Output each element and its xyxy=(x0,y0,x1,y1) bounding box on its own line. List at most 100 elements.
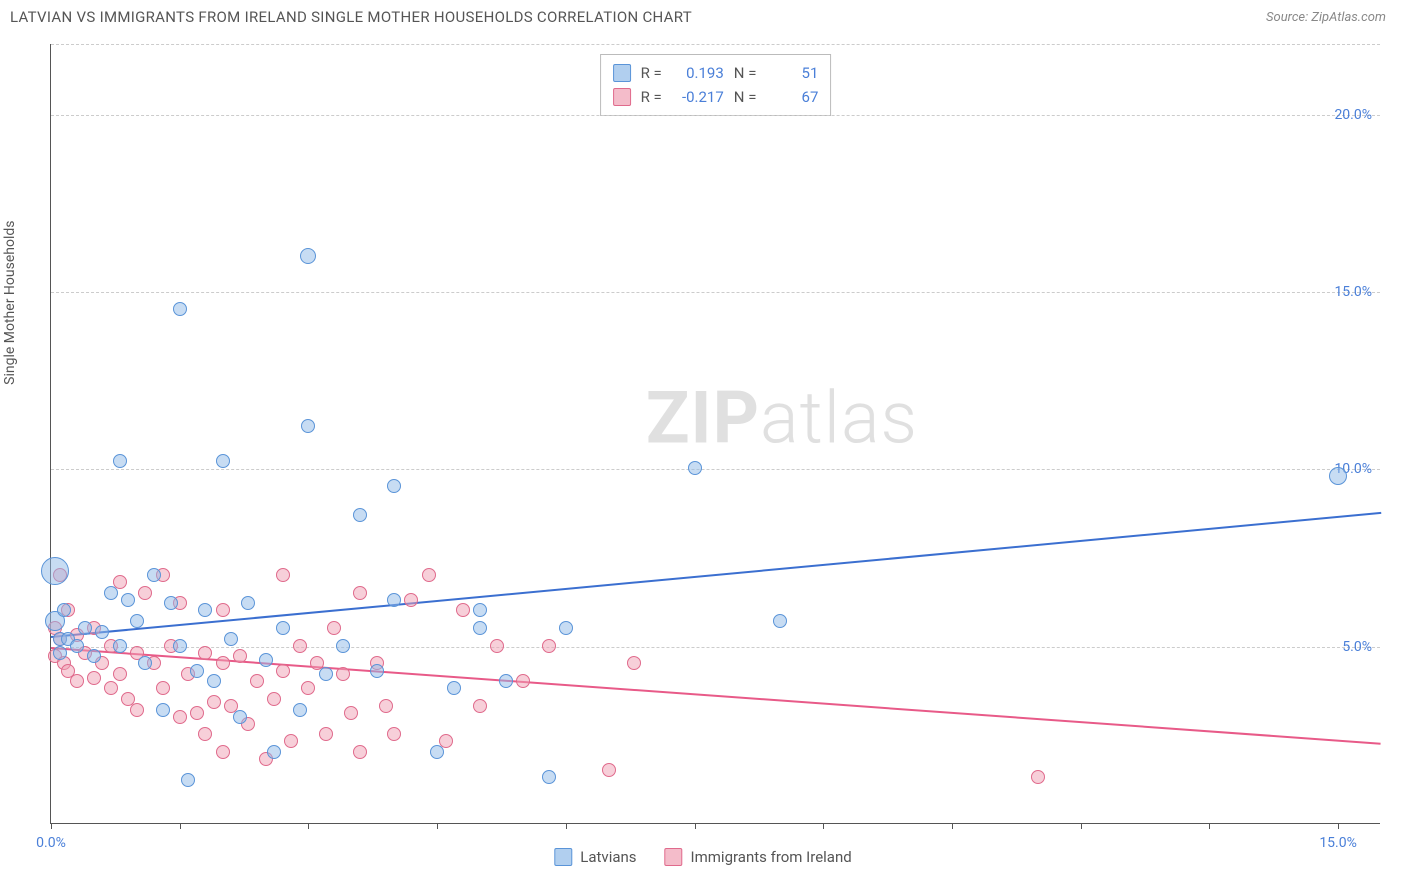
scatter-point-blue xyxy=(181,773,195,787)
n-label: N = xyxy=(734,85,757,109)
scatter-point-pink xyxy=(113,667,127,681)
scatter-point-blue xyxy=(173,302,187,316)
scatter-point-pink xyxy=(173,710,187,724)
scatter-point-pink xyxy=(70,674,84,688)
scatter-point-blue xyxy=(198,603,212,617)
scatter-point-blue xyxy=(387,593,401,607)
swatch-blue-icon xyxy=(554,848,572,866)
watermark-light: atlas xyxy=(760,375,918,460)
plot-area: ZIPatlas R = 0.193 N = 51 R = -0.217 N =… xyxy=(50,44,1380,824)
scatter-point-pink xyxy=(87,671,101,685)
scatter-point-blue xyxy=(138,656,152,670)
scatter-point-pink xyxy=(336,667,350,681)
scatter-point-pink xyxy=(456,603,470,617)
watermark: ZIPatlas xyxy=(646,375,918,460)
scatter-point-pink xyxy=(250,674,264,688)
scatter-point-blue xyxy=(87,649,101,663)
scatter-point-blue xyxy=(224,632,238,646)
scatter-point-blue xyxy=(173,639,187,653)
scatter-point-pink xyxy=(301,681,315,695)
x-tick xyxy=(1338,823,1339,829)
scatter-point-blue xyxy=(473,621,487,635)
scatter-point-pink xyxy=(353,586,367,600)
scatter-point-blue xyxy=(130,614,144,628)
scatter-point-blue xyxy=(95,625,109,639)
scatter-point-blue xyxy=(370,664,384,678)
scatter-point-pink xyxy=(216,745,230,759)
x-tick-label: 15.0% xyxy=(1319,835,1357,851)
scatter-point-pink xyxy=(327,621,341,635)
scatter-point-blue xyxy=(207,674,221,688)
y-axis-label: Single Mother Households xyxy=(2,221,18,385)
x-tick xyxy=(823,823,824,829)
scatter-point-blue xyxy=(688,461,702,475)
y-tick-label: 15.0% xyxy=(1334,284,1372,300)
r-value: -0.217 xyxy=(672,85,724,109)
scatter-point-pink xyxy=(104,681,118,695)
swatch-pink-icon xyxy=(613,88,631,106)
scatter-point-blue xyxy=(41,557,69,585)
x-tick xyxy=(1209,823,1210,829)
chart-container: Single Mother Households ZIPatlas R = 0.… xyxy=(0,34,1406,884)
scatter-point-pink xyxy=(627,656,641,670)
gridline xyxy=(51,469,1380,470)
scatter-point-blue xyxy=(259,653,273,667)
scatter-point-blue xyxy=(78,621,92,635)
scatter-point-blue xyxy=(70,639,84,653)
scatter-point-pink xyxy=(379,699,393,713)
x-tick xyxy=(180,823,181,829)
scatter-point-pink xyxy=(276,568,290,582)
swatch-pink-icon xyxy=(665,848,683,866)
r-label: R = xyxy=(641,85,662,109)
swatch-blue-icon xyxy=(613,64,631,82)
watermark-bold: ZIP xyxy=(646,375,760,460)
scatter-point-blue xyxy=(387,479,401,493)
scatter-point-pink xyxy=(130,703,144,717)
scatter-point-blue xyxy=(113,639,127,653)
scatter-point-blue xyxy=(53,646,67,660)
scatter-point-blue xyxy=(147,568,161,582)
scatter-point-pink xyxy=(276,664,290,678)
scatter-point-blue xyxy=(336,639,350,653)
scatter-point-blue xyxy=(499,674,513,688)
scatter-point-blue xyxy=(276,621,290,635)
chart-title: LATVIAN VS IMMIGRANTS FROM IRELAND SINGL… xyxy=(10,8,692,26)
r-label: R = xyxy=(641,61,662,85)
scatter-point-pink xyxy=(233,649,247,663)
scatter-point-blue xyxy=(233,710,247,724)
x-tick xyxy=(1081,823,1082,829)
scatter-point-pink xyxy=(602,763,616,777)
scatter-point-blue xyxy=(447,681,461,695)
gridline xyxy=(51,115,1380,116)
scatter-point-blue xyxy=(319,667,333,681)
gridline xyxy=(51,292,1380,293)
scatter-point-pink xyxy=(516,674,530,688)
scatter-point-blue xyxy=(190,664,204,678)
scatter-point-pink xyxy=(216,656,230,670)
scatter-point-blue xyxy=(300,248,316,264)
y-tick-label: 5.0% xyxy=(1342,639,1372,655)
scatter-point-blue xyxy=(121,593,135,607)
n-label: N = xyxy=(734,61,757,85)
legend-label: Latvians xyxy=(580,848,636,866)
scatter-point-pink xyxy=(353,745,367,759)
x-tick xyxy=(695,823,696,829)
gridline xyxy=(51,647,1380,648)
scatter-point-pink xyxy=(267,692,281,706)
scatter-point-blue xyxy=(156,703,170,717)
scatter-point-blue xyxy=(473,603,487,617)
scatter-point-pink xyxy=(216,603,230,617)
scatter-point-pink xyxy=(473,699,487,713)
chart-header: LATVIAN VS IMMIGRANTS FROM IRELAND SINGL… xyxy=(0,0,1406,34)
scatter-point-pink xyxy=(198,646,212,660)
gridline xyxy=(51,44,1380,45)
x-tick xyxy=(51,823,52,829)
scatter-point-blue xyxy=(301,419,315,433)
legend-series: Latvians Immigrants from Ireland xyxy=(554,848,851,866)
chart-source: Source: ZipAtlas.com xyxy=(1266,10,1386,25)
scatter-point-pink xyxy=(319,727,333,741)
y-tick-label: 20.0% xyxy=(1334,107,1372,123)
x-tick-label: 0.0% xyxy=(36,835,66,851)
scatter-point-pink xyxy=(387,727,401,741)
scatter-point-blue xyxy=(104,586,118,600)
